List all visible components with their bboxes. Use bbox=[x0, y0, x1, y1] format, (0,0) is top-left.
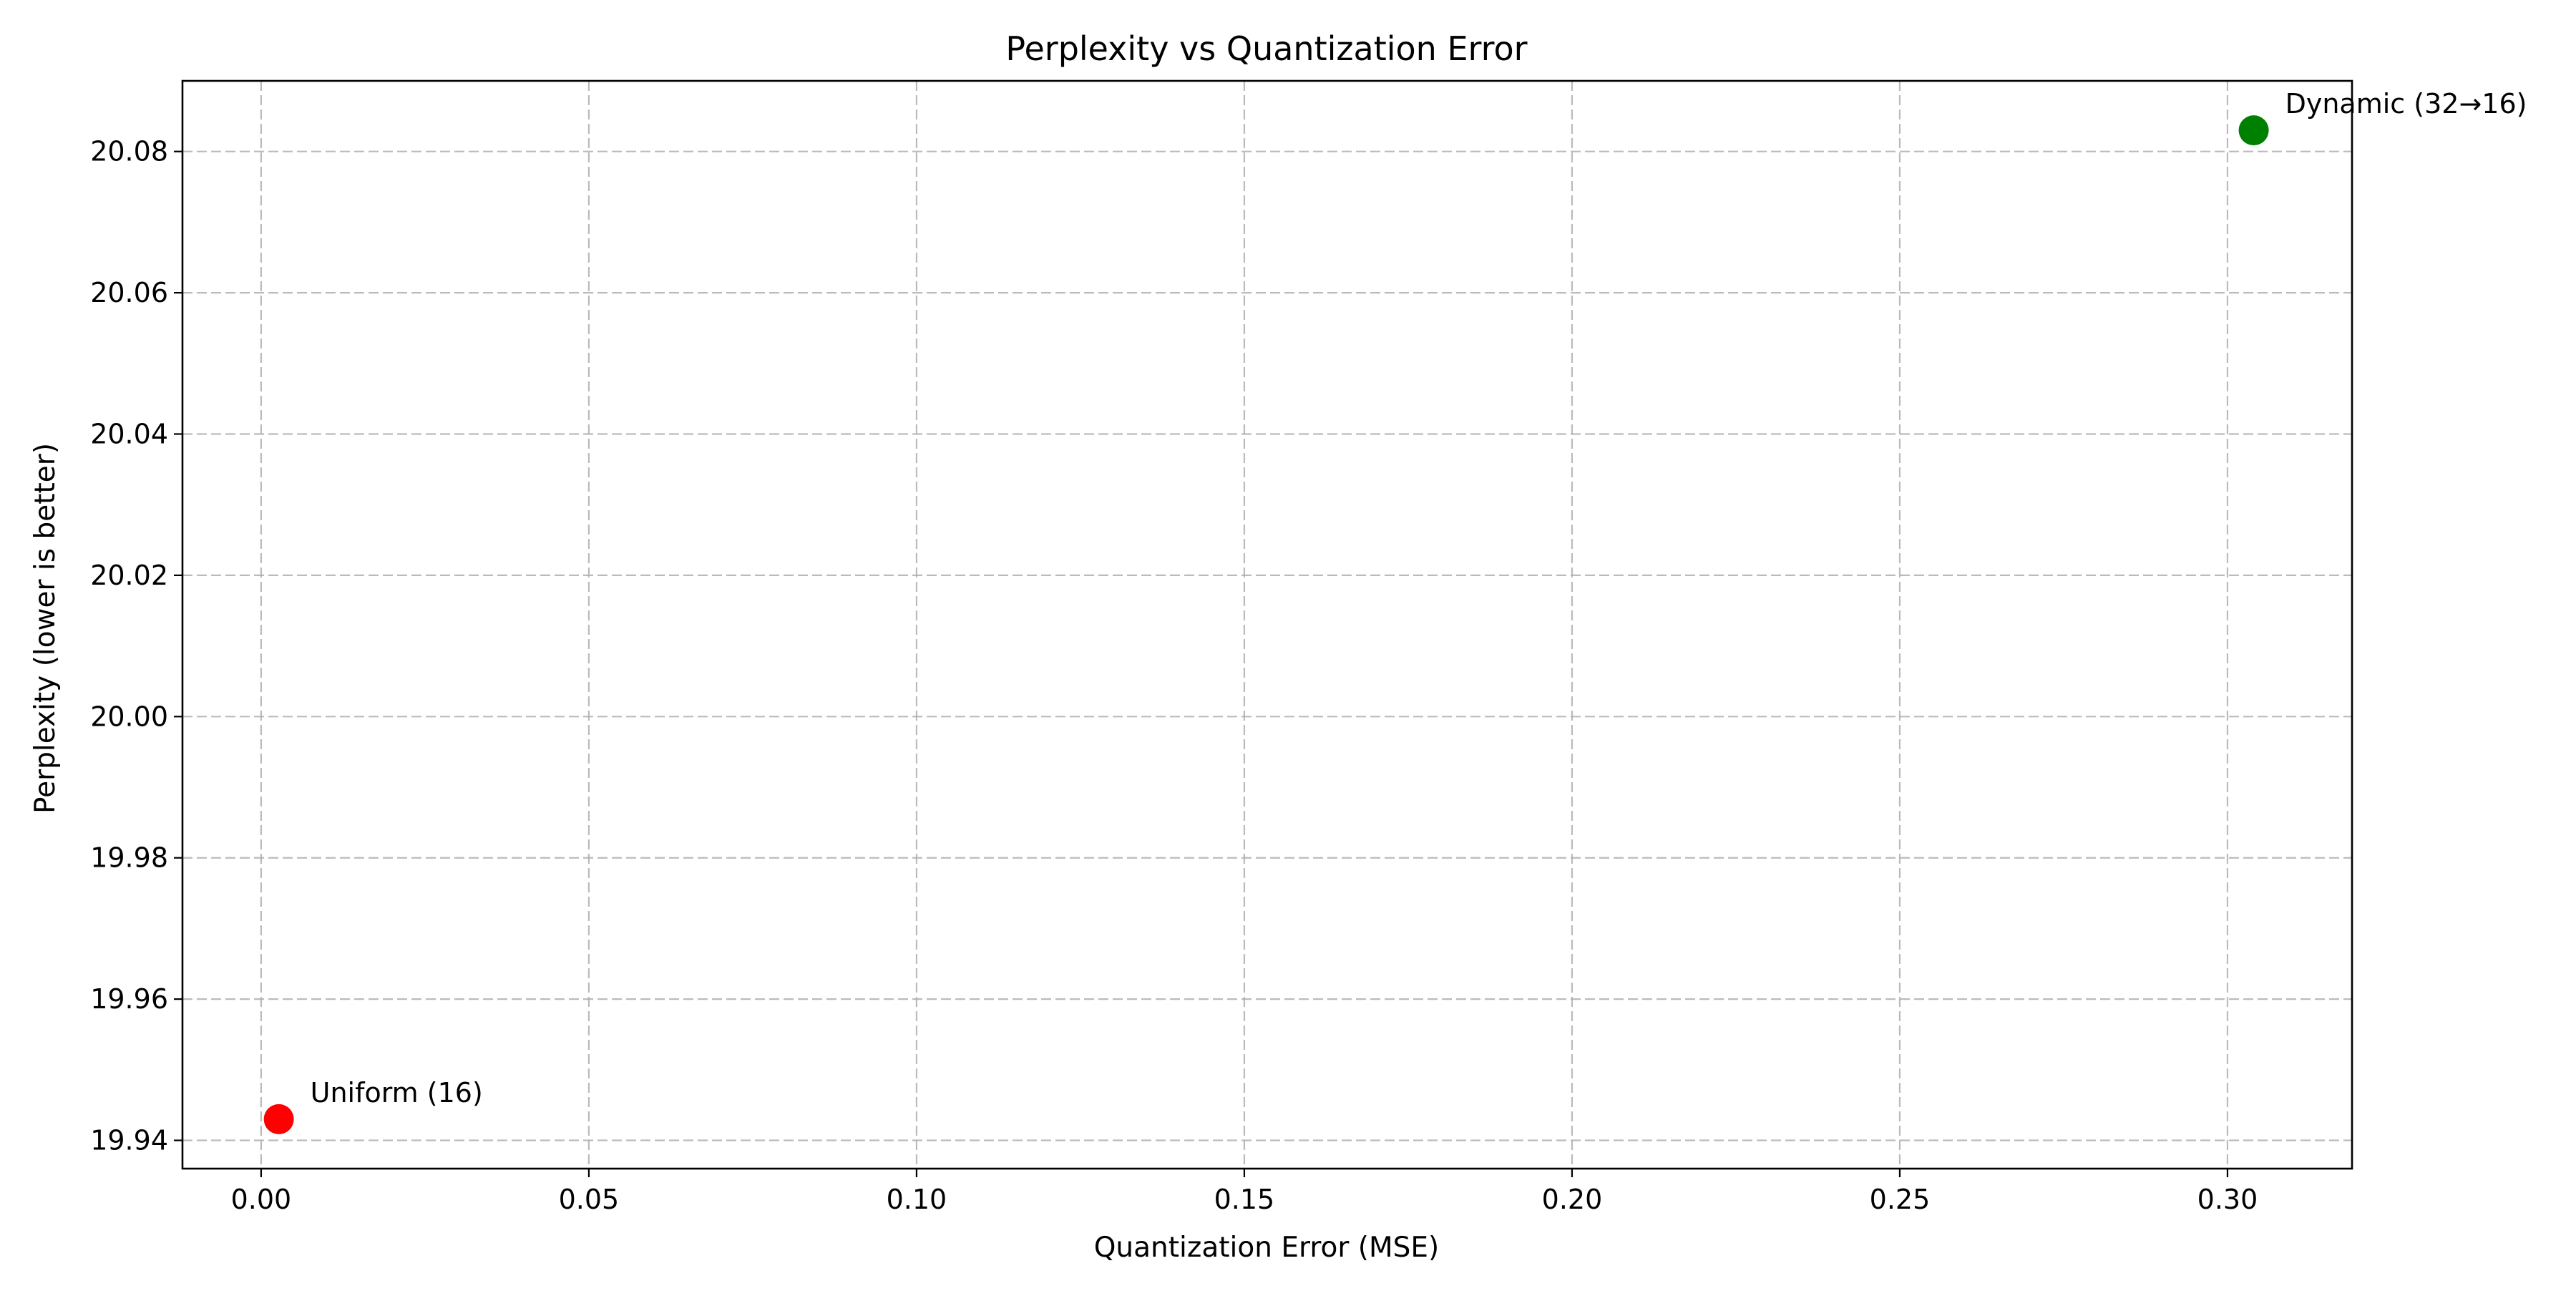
y-tick-label: 20.06 bbox=[90, 277, 168, 308]
data-point-marker bbox=[2238, 115, 2269, 146]
grid-lines bbox=[182, 81, 2352, 1169]
x-tick-label: 0.30 bbox=[2197, 1184, 2258, 1215]
chart-title: Perplexity vs Quantization Error bbox=[1005, 29, 1527, 68]
x-tick-label: 0.05 bbox=[559, 1184, 620, 1215]
x-tick-label: 0.25 bbox=[1870, 1184, 1931, 1215]
data-point-label: Dynamic (32→16) bbox=[2285, 88, 2527, 120]
y-tick-label: 19.98 bbox=[90, 842, 168, 874]
x-tick-label: 0.00 bbox=[231, 1184, 292, 1215]
x-axis-label: Quantization Error (MSE) bbox=[1094, 1232, 1440, 1264]
y-tick-label: 20.08 bbox=[90, 136, 168, 167]
x-tick-label: 0.15 bbox=[1214, 1184, 1275, 1215]
y-axis-label: Perplexity (lower is better) bbox=[29, 443, 62, 814]
y-tick-label: 19.96 bbox=[90, 983, 168, 1015]
data-points: Uniform (16) Dynamic (32→16) bbox=[263, 88, 2527, 1134]
plot-area-frame bbox=[181, 79, 2353, 1170]
y-axis-ticks: 19.94 19.96 19.98 20.00 20.02 20.04 20.06 20.08 bbox=[90, 136, 182, 1156]
x-tick-label: 0.10 bbox=[887, 1184, 947, 1215]
y-tick-label: 19.94 bbox=[90, 1125, 168, 1156]
x-tick-label: 0.20 bbox=[1542, 1184, 1603, 1215]
y-tick-label: 20.00 bbox=[90, 701, 168, 732]
y-tick-label: 20.02 bbox=[90, 560, 168, 591]
data-point-label: Uniform (16) bbox=[311, 1077, 483, 1109]
x-axis-ticks: 0.00 0.05 0.10 0.15 0.20 0.25 0.30 bbox=[231, 1169, 2258, 1215]
data-point-marker bbox=[263, 1104, 294, 1134]
y-tick-label: 20.04 bbox=[90, 419, 168, 450]
